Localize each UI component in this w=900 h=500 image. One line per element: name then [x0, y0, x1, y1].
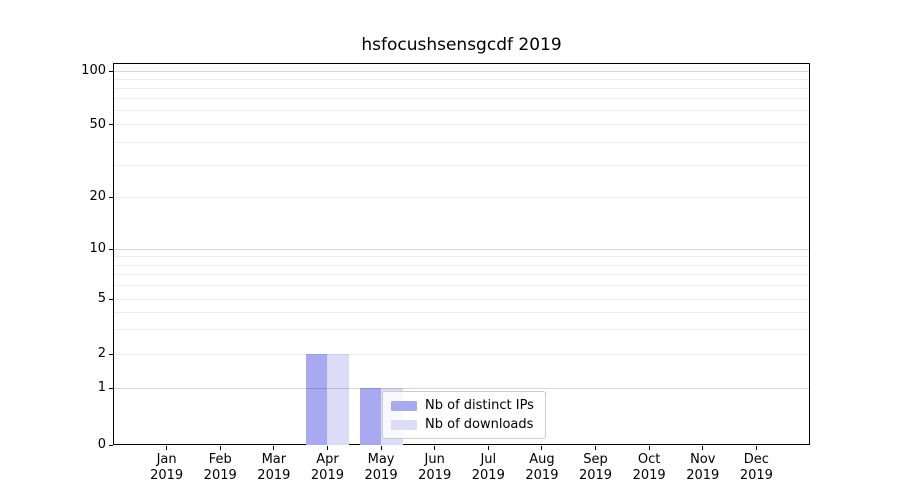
x-tick-label-year: 2019	[471, 468, 505, 483]
x-tick-label-month: Aug	[529, 452, 555, 467]
y-tick-label: 0	[97, 437, 106, 452]
chart-title: hsfocushsensgcdf 2019	[361, 35, 562, 55]
y-tick-label: 1	[97, 380, 106, 396]
x-tick-mark	[273, 446, 275, 450]
x-tick-label-month: Jan	[156, 452, 177, 467]
x-tick-mark	[648, 446, 650, 450]
y-tick-label: 50	[89, 116, 106, 132]
plot-area	[113, 63, 810, 445]
x-tick-label-year: 2019	[525, 468, 559, 483]
y-tick-label: 100	[81, 63, 106, 79]
x-tick-label-year: 2019	[418, 468, 452, 483]
legend-item-distinct-ips: Nb of distinct IPs	[391, 398, 537, 413]
x-tick-label-month: Dec	[743, 452, 769, 467]
x-tick-mark	[541, 446, 543, 450]
x-tick-label-month: May	[367, 452, 395, 467]
x-tick-label-month: Oct	[637, 452, 661, 467]
x-tick-label-year: 2019	[686, 468, 720, 483]
x-tick-label-year: 2019	[257, 468, 291, 483]
x-tick-label-month: Apr	[316, 452, 339, 467]
x-tick-mark	[326, 446, 328, 450]
x-tick-label-month: Mar	[261, 452, 287, 467]
legend-swatch-downloads	[391, 419, 417, 430]
x-tick-label-month: Sep	[583, 452, 608, 467]
y-tick-label: 5	[97, 291, 106, 307]
legend: Nb of distinct IPs Nb of downloads	[382, 391, 546, 439]
x-tick-mark	[487, 446, 489, 450]
x-tick-label-year: 2019	[632, 468, 666, 483]
x-tick-mark	[702, 446, 704, 450]
x-tick-label-month: Feb	[208, 452, 232, 467]
x-tick-mark	[219, 446, 221, 450]
x-tick-label-month: Jun	[424, 452, 445, 467]
y-tick-label: 2	[97, 346, 106, 362]
x-tick-label-year: 2019	[150, 468, 184, 483]
legend-swatch-distinct-ips	[391, 400, 417, 411]
y-tick-label: 20	[89, 189, 106, 205]
legend-label-distinct-ips: Nb of distinct IPs	[425, 398, 534, 413]
x-tick-mark	[755, 446, 757, 450]
x-tick-label-month: Nov	[690, 452, 716, 467]
x-tick-label-year: 2019	[310, 468, 344, 483]
legend-label-downloads: Nb of downloads	[425, 417, 534, 432]
x-tick-mark	[166, 446, 168, 450]
x-tick-mark	[595, 446, 597, 450]
legend-item-downloads: Nb of downloads	[391, 417, 537, 432]
x-tick-label-month: Jul	[480, 452, 497, 467]
x-tick-label-year: 2019	[578, 468, 613, 483]
x-tick-mark	[434, 446, 436, 450]
x-tick-mark	[380, 446, 382, 450]
x-tick-label-year: 2019	[203, 468, 237, 483]
x-tick-label-year: 2019	[739, 468, 773, 483]
x-tick-label-year: 2019	[364, 468, 398, 483]
y-tick-label: 10	[89, 241, 106, 257]
